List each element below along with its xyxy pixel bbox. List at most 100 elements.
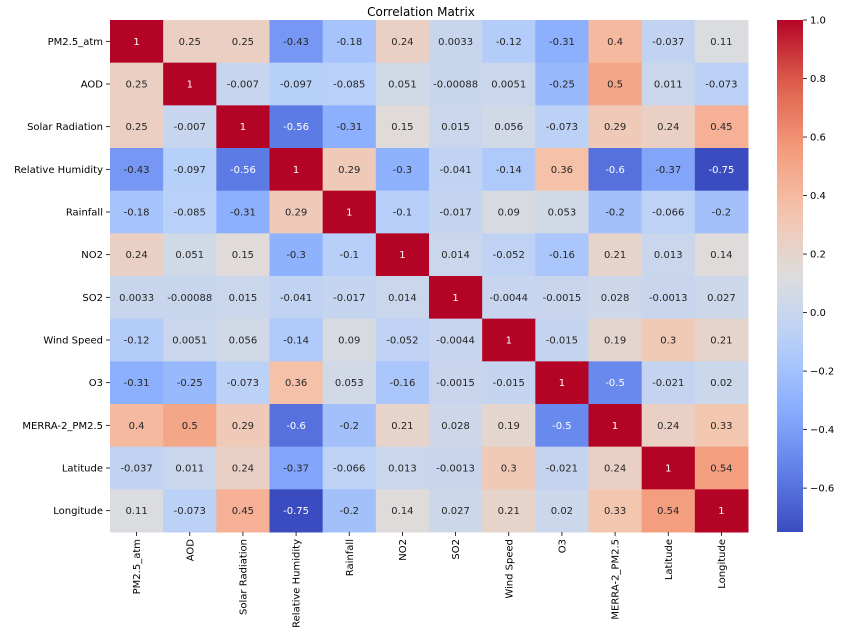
cell-value-label: 1: [133, 37, 139, 48]
heatmap-cell: [429, 276, 483, 320]
x-tick-label: Solar Radiation: [238, 539, 249, 615]
heatmap-cell: [535, 20, 589, 64]
cell-value-label: 0.09: [338, 336, 360, 347]
cell-value-label: 0.027: [441, 506, 470, 517]
cell-value-label: 0.19: [498, 421, 520, 432]
cell-value-label: -0.085: [174, 208, 206, 219]
cell-value-label: -0.5: [605, 378, 625, 389]
cell-value-label: -0.021: [546, 464, 578, 475]
heatmap-cell: [429, 62, 483, 106]
heatmap-cell: [641, 62, 696, 106]
colorbar: 1.0 0.8 0.6 0.4 0.2 0.0 −0.2 −0.4 −0.6: [777, 16, 834, 532]
heatmap-cell: [694, 404, 749, 448]
cell-value-label: 0.02: [551, 506, 573, 517]
cell-value-label: -0.037: [652, 37, 684, 48]
cell-value-label: -0.015: [493, 378, 525, 389]
cell-value-label: 1: [452, 293, 458, 304]
heatmap-cell: [216, 276, 270, 320]
cell-value-label: -0.2: [339, 421, 359, 432]
heatmap-cell: [269, 361, 324, 405]
heatmap-cell: [375, 190, 430, 234]
cell-value-label: -0.31: [230, 208, 256, 219]
heatmap-cell: [641, 276, 696, 320]
cell-value-label: -0.037: [120, 464, 152, 475]
heatmap-cell: [482, 190, 536, 234]
cell-value-label: 0.3: [660, 336, 676, 347]
cell-value-label: 0.028: [601, 293, 630, 304]
heatmap-cell: [163, 404, 217, 448]
cell-value-label: -0.0013: [649, 293, 688, 304]
cell-value-label: 1: [612, 421, 618, 432]
heatmap-cell: [216, 148, 270, 192]
heatmap-cell: [588, 62, 643, 106]
heatmap-cell: [269, 190, 324, 234]
heatmap-cell: [216, 446, 270, 490]
heatmap-cell: [110, 20, 164, 64]
heatmap-cell: [216, 361, 270, 405]
heatmap-cell: [110, 489, 164, 533]
cell-value-label: 1: [665, 464, 671, 475]
heatmap-cell: [216, 404, 270, 448]
heatmap-cell: [110, 446, 164, 490]
cell-value-label: -0.31: [549, 37, 575, 48]
heatmap-cell: [588, 404, 643, 448]
cell-value-label: -0.25: [177, 378, 203, 389]
cell-value-label: -0.017: [439, 208, 471, 219]
cell-value-label: 0.24: [391, 37, 413, 48]
y-tick-label: NO2: [81, 250, 103, 261]
heatmap-cell: [482, 105, 536, 149]
heatmap-cell: [269, 446, 324, 490]
cell-value-label: 0.29: [338, 165, 360, 176]
heatmap-cell: [110, 190, 164, 234]
heatmap-cell: [216, 489, 270, 533]
cell-value-label: -0.021: [652, 378, 684, 389]
cell-value-label: 0.028: [441, 421, 470, 432]
cell-value-label: -0.00088: [433, 80, 478, 91]
heatmap-cell: [429, 446, 483, 490]
cell-value-label: 0.24: [657, 421, 679, 432]
heatmap-cell: [429, 361, 483, 405]
cell-value-label: 0.11: [125, 506, 147, 517]
heatmap-cell: [269, 404, 324, 448]
cell-value-label: 0.4: [129, 421, 145, 432]
heatmap-cell: [641, 318, 696, 362]
heatmap-cell: [216, 20, 270, 64]
x-tick-label: O3: [557, 539, 568, 553]
colorbar-tick-label: 0.2: [810, 250, 826, 261]
y-tick-label: MERRA-2_PM2.5: [22, 421, 103, 432]
heatmap-cell: [375, 361, 430, 405]
cell-value-label: 0.25: [179, 37, 201, 48]
cell-value-label: 1: [506, 336, 512, 347]
heatmap-cell: [163, 190, 217, 234]
cell-value-label: -0.066: [652, 208, 684, 219]
y-tick-label: Rainfall: [66, 208, 103, 219]
cell-value-label: -0.00088: [167, 293, 212, 304]
heatmap-cell: [322, 276, 377, 320]
heatmap-cell: [694, 233, 749, 277]
heatmap-cell: [429, 105, 483, 149]
cell-value-label: -0.14: [283, 336, 309, 347]
cell-value-label: 0.051: [175, 250, 204, 261]
cell-value-label: 0.21: [710, 336, 732, 347]
cell-value-label: 0.0051: [491, 80, 526, 91]
y-tick-label: O3: [89, 378, 103, 389]
heatmap-cell: [588, 105, 643, 149]
colorbar-tick-label: 0.0: [810, 308, 826, 319]
heatmap-cell: [641, 148, 696, 192]
cell-value-label: 0.45: [232, 506, 254, 517]
cell-value-label: -0.0013: [436, 464, 475, 475]
cell-value-label: 0.056: [229, 336, 258, 347]
cell-value-label: 0.29: [604, 122, 626, 133]
cell-value-label: 0.015: [441, 122, 470, 133]
heatmap-cell: [535, 276, 589, 320]
cell-value-label: 1: [718, 506, 724, 517]
cell-value-label: -0.073: [174, 506, 206, 517]
cell-value-label: -0.12: [124, 336, 150, 347]
cell-value-label: -0.0015: [543, 293, 582, 304]
heatmap-cell: [322, 446, 377, 490]
cell-value-label: 0.19: [604, 336, 626, 347]
cell-value-label: 0.15: [232, 250, 254, 261]
heatmap-cell: [269, 20, 324, 64]
heatmap-cell: [588, 361, 643, 405]
